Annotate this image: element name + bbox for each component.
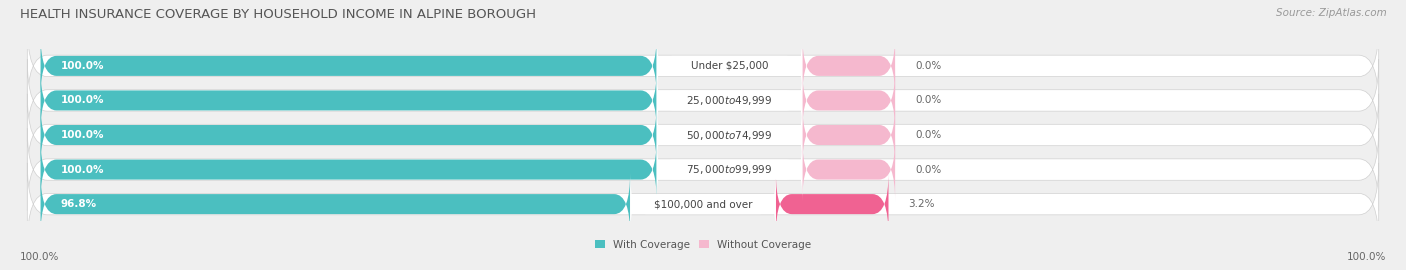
- FancyBboxPatch shape: [41, 138, 657, 201]
- Text: $50,000 to $74,999: $50,000 to $74,999: [686, 129, 773, 141]
- FancyBboxPatch shape: [41, 69, 657, 132]
- FancyBboxPatch shape: [776, 173, 889, 235]
- Text: 0.0%: 0.0%: [915, 61, 941, 71]
- FancyBboxPatch shape: [657, 104, 803, 166]
- FancyBboxPatch shape: [803, 138, 896, 201]
- FancyBboxPatch shape: [630, 173, 776, 235]
- Text: 100.0%: 100.0%: [20, 252, 59, 262]
- Text: 0.0%: 0.0%: [915, 95, 941, 106]
- Text: 100.0%: 100.0%: [60, 130, 104, 140]
- Text: 96.8%: 96.8%: [60, 199, 97, 209]
- Text: 100.0%: 100.0%: [1347, 252, 1386, 262]
- FancyBboxPatch shape: [27, 94, 1379, 176]
- Text: 100.0%: 100.0%: [60, 61, 104, 71]
- FancyBboxPatch shape: [803, 69, 896, 132]
- FancyBboxPatch shape: [27, 163, 1379, 245]
- FancyBboxPatch shape: [657, 69, 803, 132]
- Legend: With Coverage, Without Coverage: With Coverage, Without Coverage: [591, 236, 815, 254]
- FancyBboxPatch shape: [803, 104, 896, 166]
- FancyBboxPatch shape: [41, 35, 657, 97]
- FancyBboxPatch shape: [803, 35, 896, 97]
- Text: $75,000 to $99,999: $75,000 to $99,999: [686, 163, 773, 176]
- FancyBboxPatch shape: [41, 173, 630, 235]
- Text: 100.0%: 100.0%: [60, 95, 104, 106]
- FancyBboxPatch shape: [657, 138, 803, 201]
- Text: 100.0%: 100.0%: [60, 164, 104, 175]
- Text: 0.0%: 0.0%: [915, 130, 941, 140]
- Text: Under $25,000: Under $25,000: [690, 61, 768, 71]
- Text: 0.0%: 0.0%: [915, 164, 941, 175]
- Text: Source: ZipAtlas.com: Source: ZipAtlas.com: [1275, 8, 1386, 18]
- FancyBboxPatch shape: [657, 35, 803, 97]
- Text: $25,000 to $49,999: $25,000 to $49,999: [686, 94, 773, 107]
- Text: 3.2%: 3.2%: [908, 199, 935, 209]
- FancyBboxPatch shape: [27, 59, 1379, 141]
- Text: HEALTH INSURANCE COVERAGE BY HOUSEHOLD INCOME IN ALPINE BOROUGH: HEALTH INSURANCE COVERAGE BY HOUSEHOLD I…: [20, 8, 536, 21]
- Text: $100,000 and over: $100,000 and over: [654, 199, 752, 209]
- FancyBboxPatch shape: [27, 25, 1379, 107]
- FancyBboxPatch shape: [41, 104, 657, 166]
- FancyBboxPatch shape: [27, 129, 1379, 211]
